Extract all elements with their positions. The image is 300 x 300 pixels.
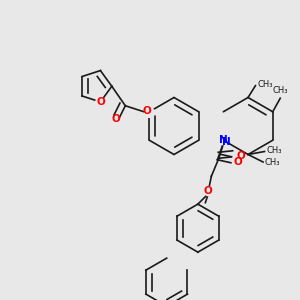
Text: N: N [222,137,231,147]
Text: O: O [96,97,105,107]
Text: N: N [219,135,228,145]
Text: CH₃: CH₃ [272,86,288,95]
Text: CH₃: CH₃ [266,146,281,155]
Text: CH₃: CH₃ [257,80,272,89]
Text: O: O [236,151,245,161]
Text: O: O [142,106,151,116]
Text: O: O [112,114,121,124]
Text: CH₃: CH₃ [265,158,280,167]
Text: O: O [233,157,242,167]
Text: O: O [204,186,213,196]
